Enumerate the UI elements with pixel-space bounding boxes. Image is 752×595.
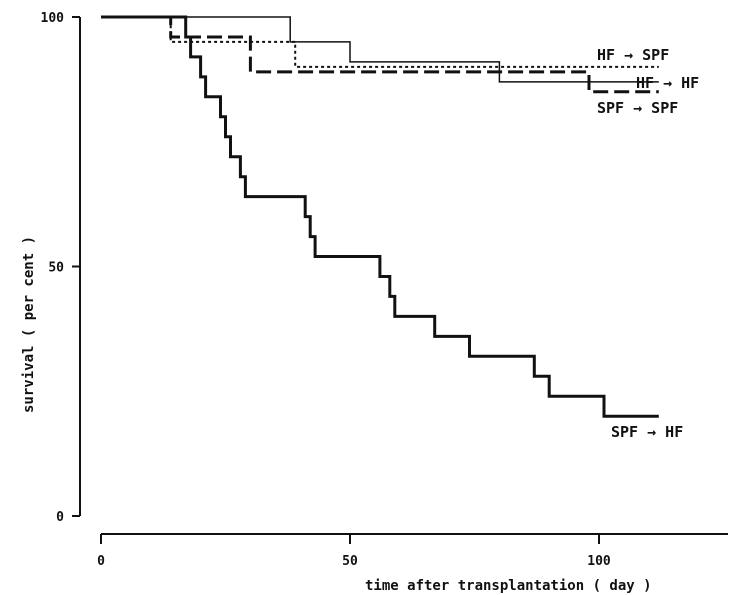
x-ticks: 0 50 100	[97, 534, 611, 569]
series-line-3	[101, 15, 659, 418]
label-hf-spf: HF → SPF	[597, 46, 669, 64]
series-layer	[101, 15, 659, 418]
x-tick-label: 0	[97, 554, 105, 569]
x-axis-label: time after transplantation ( day )	[365, 578, 652, 594]
label-spf-spf: SPF → SPF	[597, 99, 678, 117]
series-line-1	[101, 16, 659, 83]
label-hf-hf: HF → HF	[636, 74, 699, 92]
x-tick-label: 100	[587, 554, 611, 569]
x-tick-label: 50	[342, 554, 358, 569]
label-spf-hf: SPF → HF	[611, 423, 683, 441]
series-labels: HF → SPF HF → HF SPF → SPF SPF → HF	[597, 46, 699, 441]
y-axis-label: survival ( per cent )	[21, 236, 37, 413]
axes	[79, 17, 728, 535]
y-tick-label: 100	[41, 11, 65, 26]
y-tick-label: 0	[56, 510, 64, 525]
y-ticks: 0 50 100	[41, 11, 80, 525]
y-tick-label: 50	[48, 261, 64, 276]
series-line-2	[101, 15, 659, 94]
